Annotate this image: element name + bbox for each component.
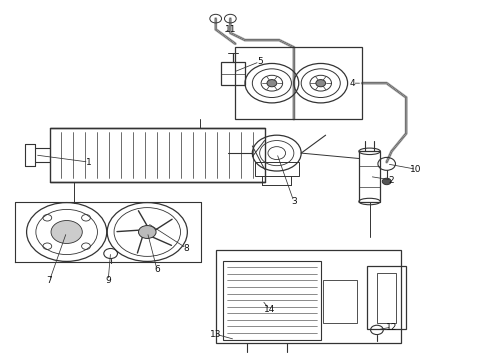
Text: 5: 5 — [257, 57, 263, 66]
Bar — [359, 151, 380, 202]
Text: 3: 3 — [291, 197, 297, 206]
Bar — [49, 128, 265, 182]
Text: 6: 6 — [154, 265, 160, 274]
Bar — [377, 273, 396, 323]
Bar — [255, 162, 299, 176]
Text: 1: 1 — [86, 158, 92, 167]
Text: 12: 12 — [386, 323, 397, 332]
Circle shape — [382, 178, 391, 185]
Text: 9: 9 — [105, 276, 111, 285]
Circle shape — [139, 226, 156, 238]
Bar — [216, 250, 401, 343]
Text: 4: 4 — [350, 79, 355, 88]
Circle shape — [51, 221, 82, 243]
Bar — [367, 266, 406, 329]
Text: 8: 8 — [183, 244, 189, 253]
Bar — [220, 62, 245, 85]
Bar — [235, 47, 362, 119]
Text: 10: 10 — [410, 165, 422, 174]
Bar — [323, 280, 357, 323]
Text: 14: 14 — [264, 305, 275, 314]
Text: 2: 2 — [389, 176, 394, 185]
Circle shape — [267, 80, 277, 87]
Text: 11: 11 — [224, 25, 236, 34]
Text: 13: 13 — [210, 330, 221, 339]
Bar — [223, 261, 321, 339]
Circle shape — [316, 80, 326, 87]
Text: 7: 7 — [47, 276, 52, 285]
